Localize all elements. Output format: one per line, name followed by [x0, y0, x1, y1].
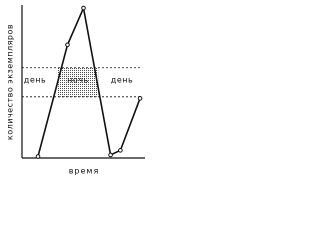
data-point — [65, 42, 70, 48]
data-point — [81, 5, 86, 11]
data-point — [35, 154, 41, 159]
chart: количество экземпляров время день ночь ден… — [6, 5, 145, 176]
data-point — [108, 152, 113, 158]
y-axis-label: количество экземпляров — [6, 24, 15, 140]
shaded-region — [57, 67, 99, 97]
annotation: ночь — [67, 75, 89, 84]
data-point — [118, 148, 123, 153]
x-axis-label: время — [69, 167, 100, 176]
annotation: день — [111, 75, 133, 84]
annotation: день — [24, 75, 46, 84]
data-line — [37, 5, 141, 157]
data-point — [137, 96, 143, 101]
